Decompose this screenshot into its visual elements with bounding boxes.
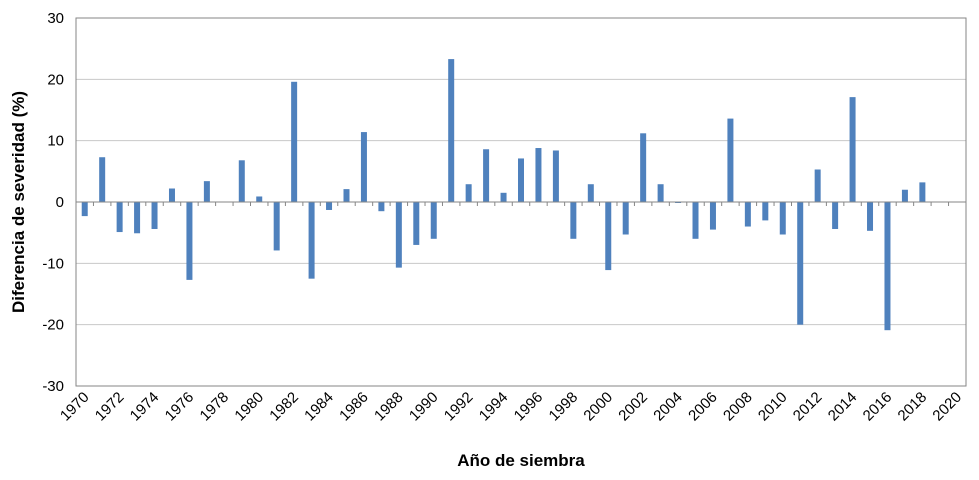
bar-2001 [622,202,629,235]
bar-1995 [518,158,524,202]
bar-1974 [151,202,158,229]
y-axis-title: Diferencia de severidad (%) [9,91,28,313]
bar-2002 [640,133,647,202]
y-tick-label: 10 [47,133,64,150]
y-tick-label: -20 [42,317,64,334]
bar-2008 [744,202,751,227]
bar-2014 [849,97,856,202]
x-tick-label: 1976 [162,389,198,425]
bar-1991 [448,59,455,202]
y-tick-label: -30 [42,378,64,395]
x-tick-label: 1990 [406,389,442,425]
bar-2003 [657,184,664,202]
bar-2013 [832,202,839,229]
x-tick-label: 2010 [755,389,791,425]
bar-1976 [186,202,193,280]
x-tick-label: 2012 [790,389,826,425]
x-tick-label: 1978 [197,389,233,425]
x-axis-title: Año de siembra [457,451,585,470]
bar-1983 [308,202,315,279]
bar-2006 [709,202,716,230]
y-tick-label: 30 [47,10,64,27]
bar-2005 [692,202,699,239]
bar-1988 [395,202,402,268]
bar-1984 [326,202,333,210]
bar-1986 [360,132,367,202]
bar-1998 [570,202,577,239]
bar-1970 [81,202,88,217]
bar-1992 [465,184,472,202]
bar-2010 [779,202,786,235]
x-tick-label: 1984 [301,389,337,425]
y-tick-label: 0 [56,194,64,211]
x-tick-label: 2016 [860,389,896,425]
bars [75,59,967,331]
bar-1972 [116,202,123,233]
bar-2000 [605,202,612,271]
bar-1997 [552,150,559,202]
bar-2007 [727,118,734,202]
bar-1989 [413,202,420,245]
bar-1996 [535,148,542,202]
bar-2017 [901,189,908,202]
bar-1982 [291,81,298,202]
plot-frame [75,17,967,387]
x-tick-label: 1986 [336,389,372,425]
bar-1977 [203,181,210,202]
bar-2018 [919,182,926,202]
x-tick-label: 2008 [720,389,756,425]
bar-1993 [483,149,490,202]
bar-1990 [430,202,437,239]
y-tick-label: -10 [42,255,64,272]
bar-2015 [867,202,874,231]
y-tick-labels: -30 -20 -10 0 10 20 30 [42,10,64,395]
bar-1980 [256,196,263,202]
x-tick-label: 1974 [127,389,163,425]
x-tick-label: 1992 [441,389,477,425]
bar-1975 [168,188,175,202]
x-tick-label: 1996 [511,389,547,425]
x-tick-label: 2006 [685,389,721,425]
bar-1971 [99,157,106,202]
x-tick-label: 1980 [231,389,267,425]
y-tick-label: 20 [47,71,64,88]
bar-1981 [273,202,280,251]
x-tick-label: 1998 [546,389,582,425]
bar-1973 [134,202,141,234]
x-tick-labels: 1970 1972 1974 1976 1978 1980 1982 1984 1986 1988… [57,389,965,425]
bar-1979 [238,160,245,202]
bar-2011 [797,202,804,325]
x-tick-label: 2004 [650,389,686,425]
x-tick-label: 1972 [92,389,128,425]
bar-2016 [884,202,891,331]
bar-1987 [378,202,385,212]
x-tick-label: 2000 [580,389,616,425]
x-tick-label: 1982 [266,389,302,425]
bar-1994 [500,192,507,202]
x-tick-label: 1988 [371,389,407,425]
x-tick-label: 2018 [895,389,931,425]
x-tick-label: 2014 [825,389,861,425]
bar-2009 [762,202,769,221]
bar-1985 [343,189,350,202]
bar-2012 [814,169,821,202]
bar-1999 [587,184,594,202]
x-tick-label: 1994 [476,389,512,425]
x-tick-label: 2002 [615,389,651,425]
x-tick-label: 2020 [929,389,965,425]
